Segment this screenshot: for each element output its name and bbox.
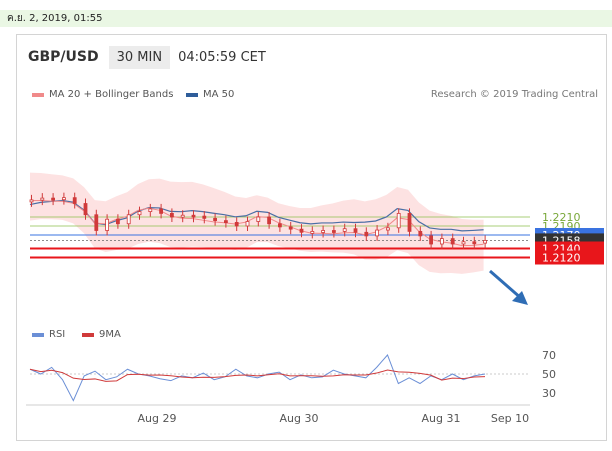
- legend-ma20: MA 20 + Bollinger Bands: [32, 89, 173, 100]
- candle-body: [256, 216, 261, 222]
- candle-body: [213, 217, 218, 222]
- rsi-ma-swatch: [82, 332, 94, 337]
- candle-body: [472, 241, 477, 245]
- credit-label: Research © 2019 Trading Central: [430, 89, 598, 100]
- candle-body: [321, 230, 326, 233]
- projection-arrow-head: [512, 291, 528, 305]
- level-label: 1.2120: [542, 252, 581, 265]
- candle-body: [385, 227, 390, 231]
- rsi-tick-label: 50: [542, 368, 556, 381]
- candle-body: [299, 228, 304, 233]
- rsi-label: RSI: [49, 329, 66, 340]
- candle-body: [126, 214, 131, 225]
- timeframe-badge[interactable]: 30 MIN: [108, 45, 171, 69]
- symbol-label: GBP/USD: [28, 49, 99, 65]
- x-tick-label: Aug 30: [280, 412, 319, 425]
- candle-body: [223, 220, 228, 224]
- candle-body: [245, 221, 250, 227]
- legend-ma50: MA 50: [186, 89, 234, 100]
- candle-body: [180, 214, 185, 218]
- rsi-ma-label: 9MA: [99, 329, 121, 340]
- candle-body: [72, 197, 77, 204]
- candle-body: [51, 197, 55, 201]
- candle-body: [169, 212, 174, 218]
- legend-rsi-ma: 9MA: [82, 329, 121, 340]
- candle-body: [202, 215, 207, 219]
- candle-body: [396, 212, 401, 229]
- candle-body: [364, 231, 369, 237]
- candle-body: [277, 223, 282, 228]
- candle-body: [342, 228, 347, 232]
- candle-body: [83, 203, 88, 216]
- ma20-label: MA 20 + Bollinger Bands: [49, 89, 174, 100]
- chart-header: GBP/USD 30 MIN 04:05:59 CET: [24, 43, 266, 71]
- candle-body: [29, 199, 34, 203]
- candle-body: [331, 230, 336, 233]
- ma20-swatch: [32, 92, 44, 97]
- x-tick-label: Aug 29: [138, 412, 177, 425]
- candle-body: [450, 238, 455, 245]
- rsi-ma-line: [29, 368, 486, 382]
- rsi-tick-label: 70: [542, 349, 556, 362]
- candle-body: [310, 230, 315, 234]
- candle-body: [137, 211, 142, 216]
- x-tick-label: Aug 31: [422, 412, 461, 425]
- level-label-box: [535, 250, 604, 265]
- legend-rsi: RSI: [32, 329, 65, 340]
- candle-body: [407, 212, 412, 232]
- candle-body: [159, 208, 164, 214]
- rsi-swatch: [32, 332, 44, 337]
- ma50-label: MA 50: [203, 89, 235, 100]
- candle-body: [353, 228, 358, 233]
- candle-body: [148, 208, 153, 212]
- candle-body: [439, 238, 444, 245]
- candle-body: [62, 197, 66, 201]
- level-label: 1.2210: [542, 211, 581, 224]
- rsi-line: [29, 354, 486, 402]
- candle-body: [418, 230, 423, 237]
- projection-arrow-line: [489, 269, 523, 301]
- candle-body: [116, 218, 120, 225]
- rsi-tick-label: 30: [542, 387, 556, 400]
- candle-body: [40, 197, 45, 201]
- candle-body: [375, 229, 380, 237]
- candle-body: [429, 235, 434, 245]
- date-stamp: ค.ย. 2, 2019, 01:55: [0, 10, 612, 27]
- candle-body: [234, 221, 239, 227]
- x-tick-label: Sep 10: [491, 412, 529, 425]
- time-label: 04:05:59 CET: [178, 49, 266, 65]
- candle-body: [105, 218, 109, 231]
- candle-body: [267, 216, 272, 225]
- candle-body: [94, 214, 99, 231]
- candle-body: [191, 214, 196, 218]
- candle-body: [461, 241, 466, 245]
- candle-body: [288, 226, 293, 230]
- candle-body: [483, 239, 488, 244]
- ma50-swatch: [186, 92, 198, 97]
